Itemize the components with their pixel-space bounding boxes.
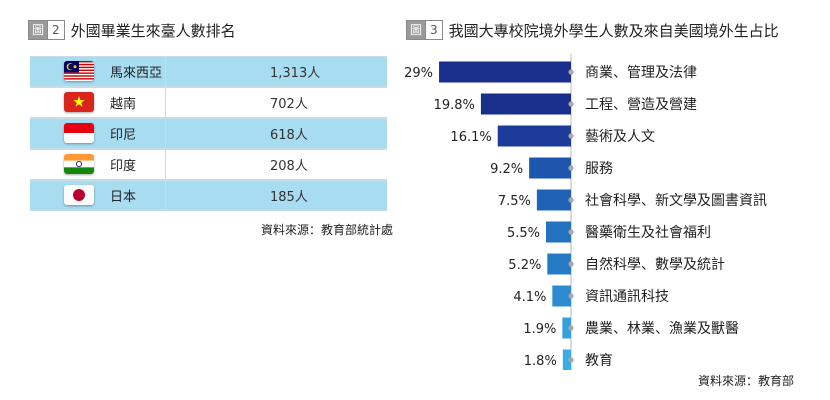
bar xyxy=(545,221,571,243)
category-label: 商業、管理及法律 xyxy=(585,65,697,81)
data-label: 1.8% xyxy=(524,354,557,369)
country-name: 越南 xyxy=(110,97,137,112)
axis-tick xyxy=(568,325,574,331)
country-ranking-table: 馬來西亞 1,313人 越南 702人 印尼 618人 xyxy=(30,56,387,211)
data-label: 1.9% xyxy=(523,322,556,337)
category-label: 工程、營造及營建 xyxy=(585,97,697,113)
category-label: 醫藥衛生及社會福利 xyxy=(585,225,711,241)
country-name: 馬來西亞 xyxy=(110,66,163,81)
student-count: 1,313人 xyxy=(270,66,321,81)
student-count: 702人 xyxy=(270,97,308,112)
axis-tick xyxy=(568,197,574,203)
column-divider xyxy=(165,88,166,117)
bar xyxy=(529,157,571,179)
table-row: 印度 208人 xyxy=(30,149,387,180)
axis-tick xyxy=(568,293,574,299)
data-label: 5.2% xyxy=(508,258,541,273)
table-row: 印尼 618人 xyxy=(30,118,387,149)
column-divider xyxy=(165,57,166,86)
category-label: 教育 xyxy=(585,353,613,369)
malaysia-flag-icon xyxy=(64,61,94,81)
bar xyxy=(562,349,571,370)
data-label: 9.2% xyxy=(490,162,523,177)
figure-3-badge: 圖 3 xyxy=(406,20,443,40)
student-count: 618人 xyxy=(270,128,308,143)
data-label: 29% xyxy=(404,66,433,81)
axis-tick xyxy=(568,165,574,171)
axis-tick xyxy=(568,357,574,363)
axis-tick xyxy=(568,69,574,75)
axis-tick xyxy=(568,261,574,267)
figure-2-title-text: 外國畢業生來臺人數排名 xyxy=(70,21,236,40)
figure-badge-word: 圖 xyxy=(29,21,48,39)
bar xyxy=(536,189,571,211)
country-name: 印度 xyxy=(110,159,137,174)
bar xyxy=(562,317,571,339)
bar xyxy=(439,61,571,83)
japan-flag-icon xyxy=(64,185,94,205)
figure-2-source: 資料來源：教育部統計處 xyxy=(261,223,394,237)
axis-tick xyxy=(568,229,574,235)
figure-3-title: 圖 3 我國大專校院境外學生人數及來自美國境外生占比 xyxy=(406,20,779,40)
figure-3-title-text: 我國大專校院境外學生人數及來自美國境外生占比 xyxy=(448,21,779,40)
category-label: 藝術及人文 xyxy=(585,129,655,145)
axis-tick xyxy=(568,133,574,139)
field-share-bar-chart: 29% 商業、管理及法律 19.8% 工程、營造及營建 16.1% 藝術及人文 9.2% 服務… xyxy=(404,54,767,370)
bar xyxy=(547,253,571,275)
table-row: 馬來西亞 1,313人 xyxy=(30,56,387,87)
figure-3-source: 資料來源：教育部 xyxy=(698,374,795,388)
category-label: 社會科學、新文學及圖書資訊 xyxy=(585,193,767,209)
column-divider xyxy=(165,181,166,210)
figure-3-panel: 圖 3 我國大專校院境外學生人數及來自美國境外生占比 29% 商業、管理及法律 19… xyxy=(400,0,830,400)
category-label: 自然科學、數學及統計 xyxy=(585,256,725,273)
category-label: 資訊通訊科技 xyxy=(585,289,669,305)
indonesia-flag-icon xyxy=(64,123,94,143)
data-label: 16.1% xyxy=(450,130,491,145)
category-label: 服務 xyxy=(585,161,613,177)
table-row: 越南 702人 xyxy=(30,87,387,118)
column-divider xyxy=(165,119,166,148)
country-name: 印尼 xyxy=(110,128,137,143)
bar xyxy=(480,93,571,115)
column-divider xyxy=(165,150,166,179)
student-count: 208人 xyxy=(270,159,308,174)
vietnam-flag-icon xyxy=(64,92,94,112)
table-row: 日本 185人 xyxy=(30,180,387,211)
figure-2-title: 圖 2 外國畢業生來臺人數排名 xyxy=(28,20,236,40)
figure-badge-word: 圖 xyxy=(407,21,426,39)
student-count: 185人 xyxy=(270,190,308,205)
country-name: 日本 xyxy=(110,190,137,205)
figure-badge-number: 3 xyxy=(425,21,442,39)
data-label: 4.1% xyxy=(513,290,546,305)
bar xyxy=(497,125,571,147)
category-label: 農業、林業、漁業及獸醫 xyxy=(585,321,739,337)
data-label: 5.5% xyxy=(507,226,540,241)
data-label: 19.8% xyxy=(434,98,475,113)
bar xyxy=(552,285,571,307)
axis-tick xyxy=(568,101,574,107)
figure-2-panel: 圖 2 外國畢業生來臺人數排名 xyxy=(0,0,395,400)
figure-badge-number: 2 xyxy=(47,21,64,39)
data-label: 7.5% xyxy=(498,194,531,209)
india-flag-icon xyxy=(64,154,94,174)
figure-2-badge: 圖 2 xyxy=(28,20,65,40)
